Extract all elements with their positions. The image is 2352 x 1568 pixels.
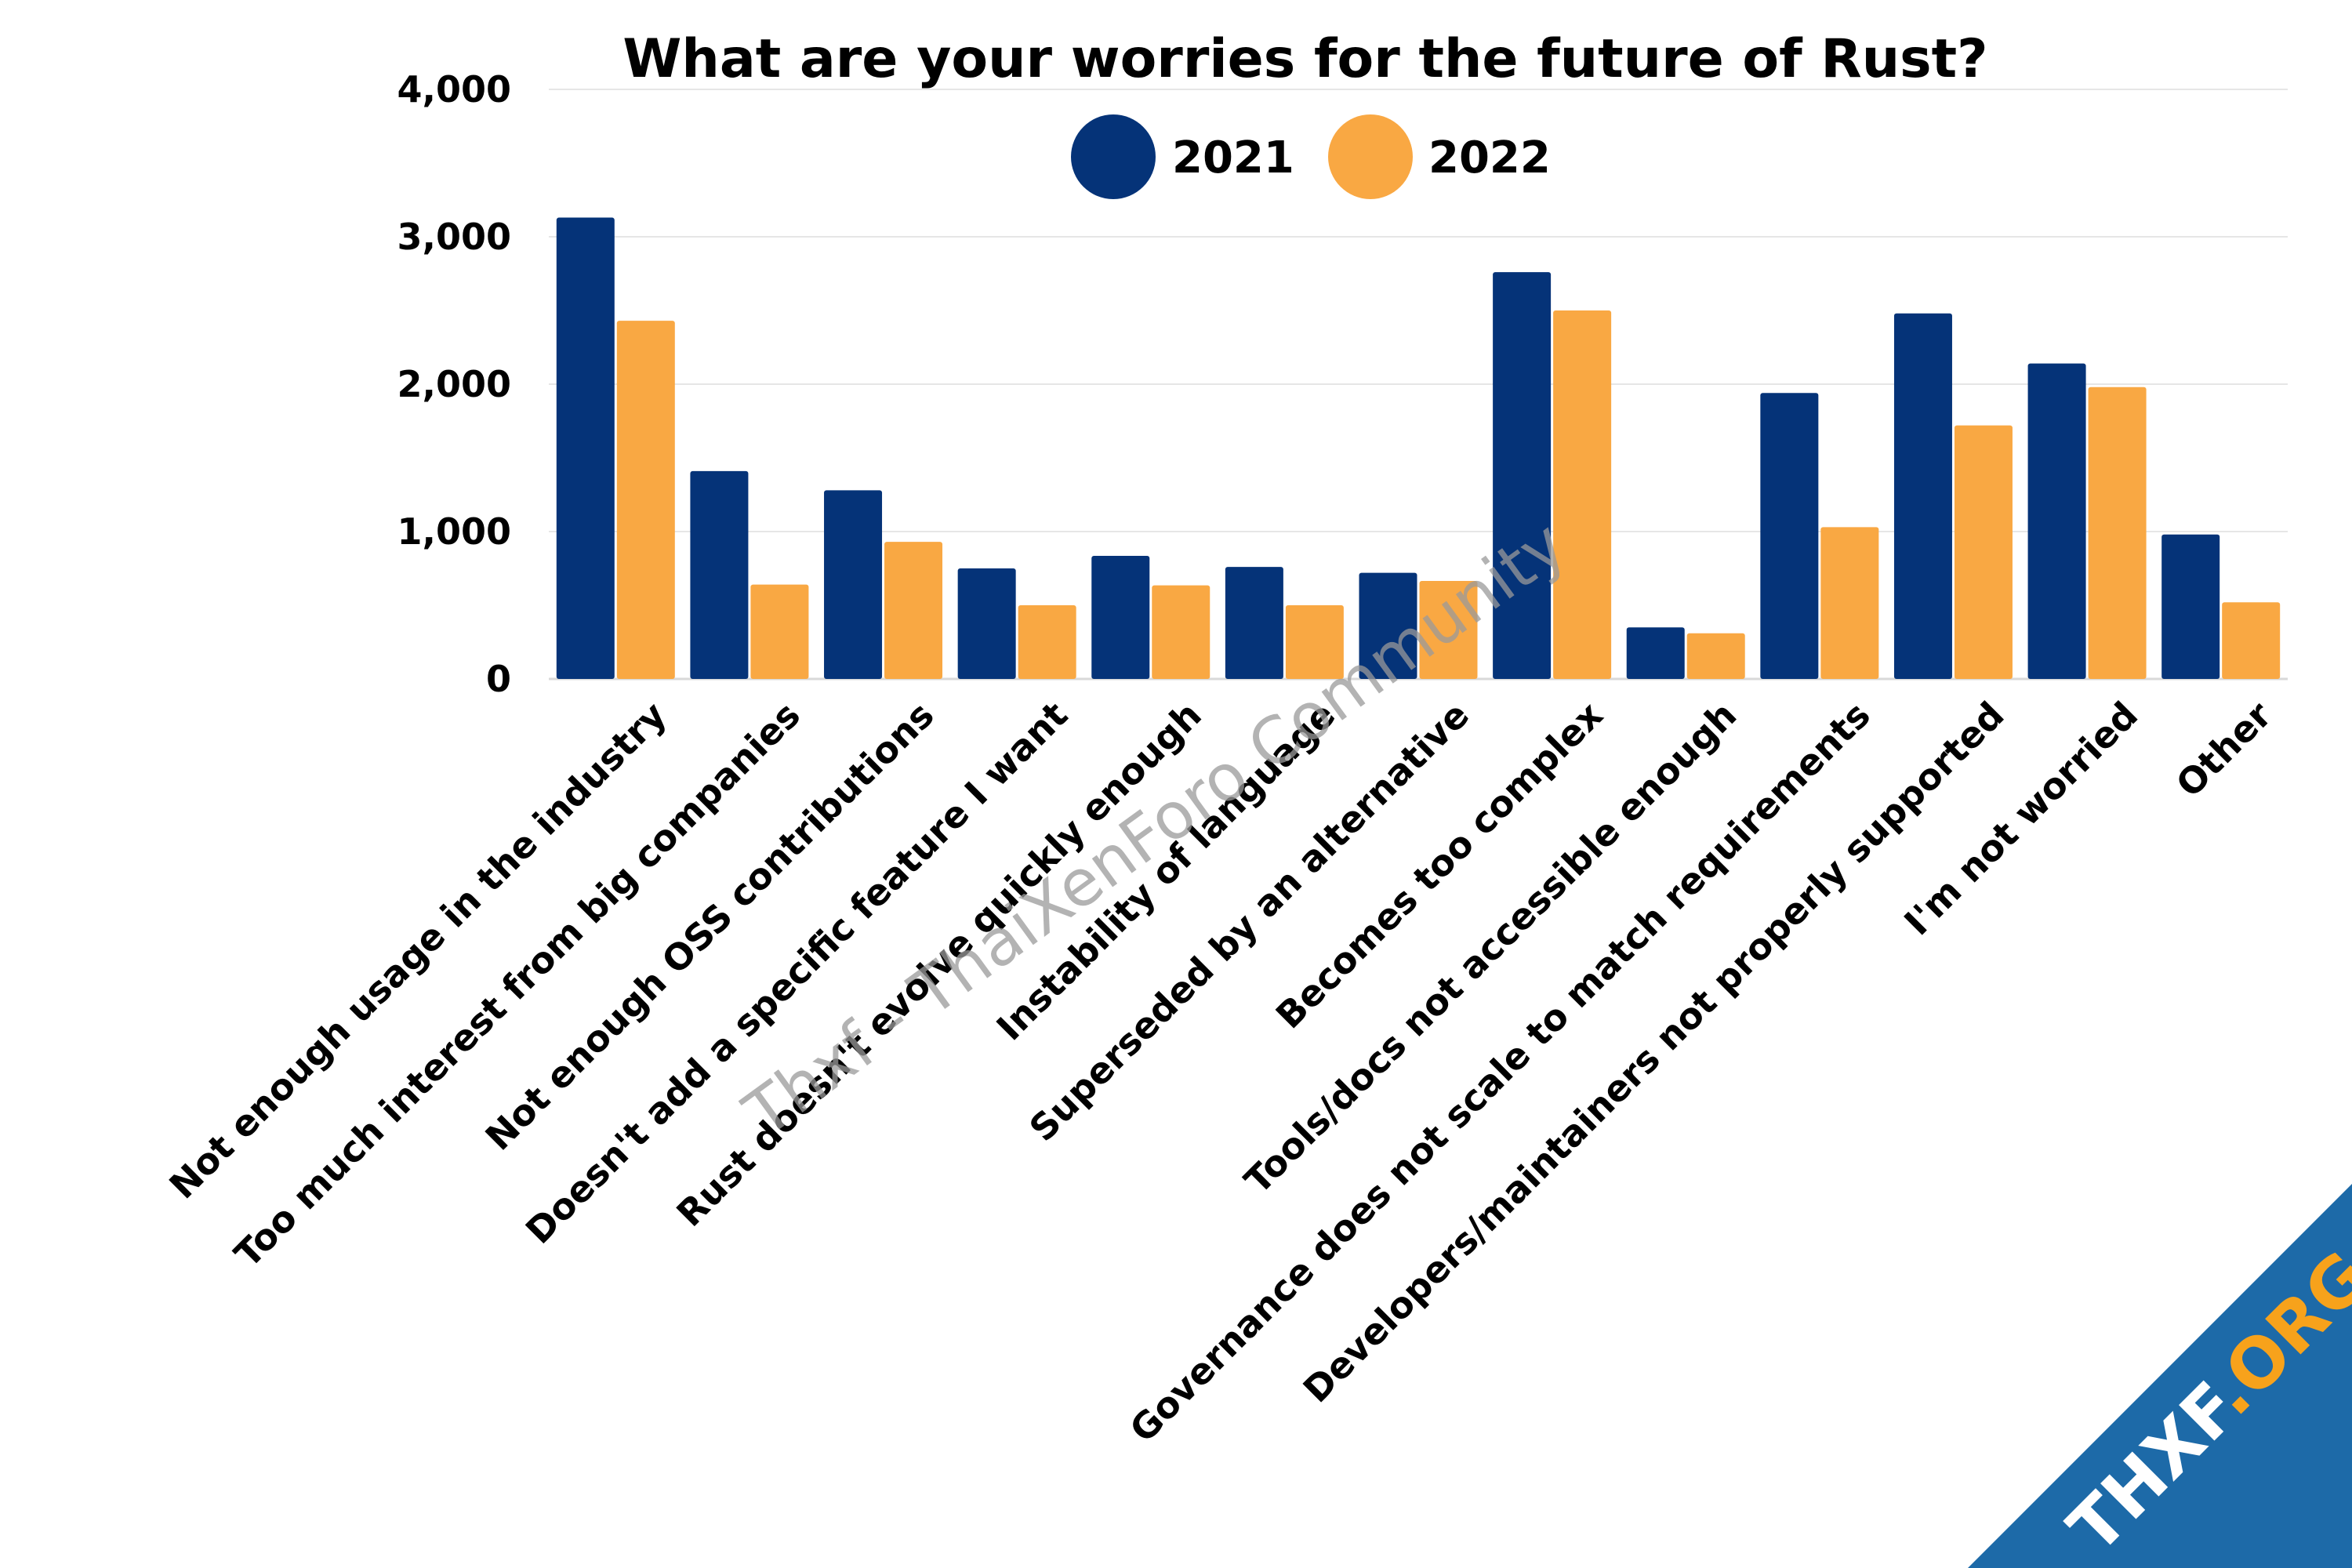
bar-2021: [2027, 363, 2086, 679]
thxf-logo: THXF.ORG: [1968, 1184, 2352, 1568]
bars: [556, 217, 2281, 679]
bar-2022: [1820, 527, 1879, 679]
bar-2021: [1359, 572, 1417, 679]
bar-2022: [884, 542, 943, 679]
bar-2022: [1419, 580, 1478, 679]
bar-2021: [1225, 567, 1283, 679]
legend-swatch-2021: [1071, 114, 1156, 199]
legend-label-2021: 2021: [1172, 132, 1294, 183]
gridlines: [549, 89, 2288, 681]
chart-title: What are your worries for the future of …: [622, 28, 1987, 90]
bar-2021: [556, 217, 615, 679]
bar-2022: [2222, 602, 2281, 679]
bar-2022: [616, 321, 675, 679]
y-tick-label: 3,000: [397, 216, 511, 258]
bar-2021: [1493, 272, 1552, 679]
y-tick-label: 2,000: [397, 363, 511, 405]
bar-2021: [690, 470, 749, 679]
bar-2022: [1553, 310, 1612, 679]
legend-swatch-2022: [1328, 114, 1413, 199]
bar-2022: [2088, 387, 2147, 679]
bar-2022: [1018, 605, 1076, 679]
y-axis: 0 1,000 2,000 3,000 4,000: [397, 68, 511, 700]
bar-2021: [824, 490, 883, 679]
bar-2022: [1954, 425, 2013, 679]
bar-2022: [1686, 633, 1745, 679]
bar-2021: [1626, 627, 1685, 679]
x-tick-label: I'm not worried: [1896, 694, 2146, 944]
y-tick-label: 0: [486, 658, 511, 700]
bar-2021: [2161, 534, 2220, 679]
x-tick-label: Tools/docs not accessible enough: [1236, 694, 1745, 1203]
legend-label-2022: 2022: [1428, 132, 1551, 183]
legend: 2021 2022: [1071, 114, 1551, 199]
x-tick-label: Not enough usage in the industry: [162, 694, 675, 1207]
bar-2022: [1285, 605, 1344, 679]
bar-2021: [957, 568, 1016, 679]
y-tick-label: 4,000: [397, 68, 511, 111]
bar-2021: [1091, 556, 1150, 679]
bar-2022: [1152, 585, 1210, 679]
bar-2021: [1893, 313, 1952, 679]
y-tick-label: 1,000: [397, 510, 511, 553]
bar-2022: [750, 584, 809, 679]
x-tick-label: Other: [2168, 693, 2280, 805]
bar-2021: [1760, 393, 1819, 679]
